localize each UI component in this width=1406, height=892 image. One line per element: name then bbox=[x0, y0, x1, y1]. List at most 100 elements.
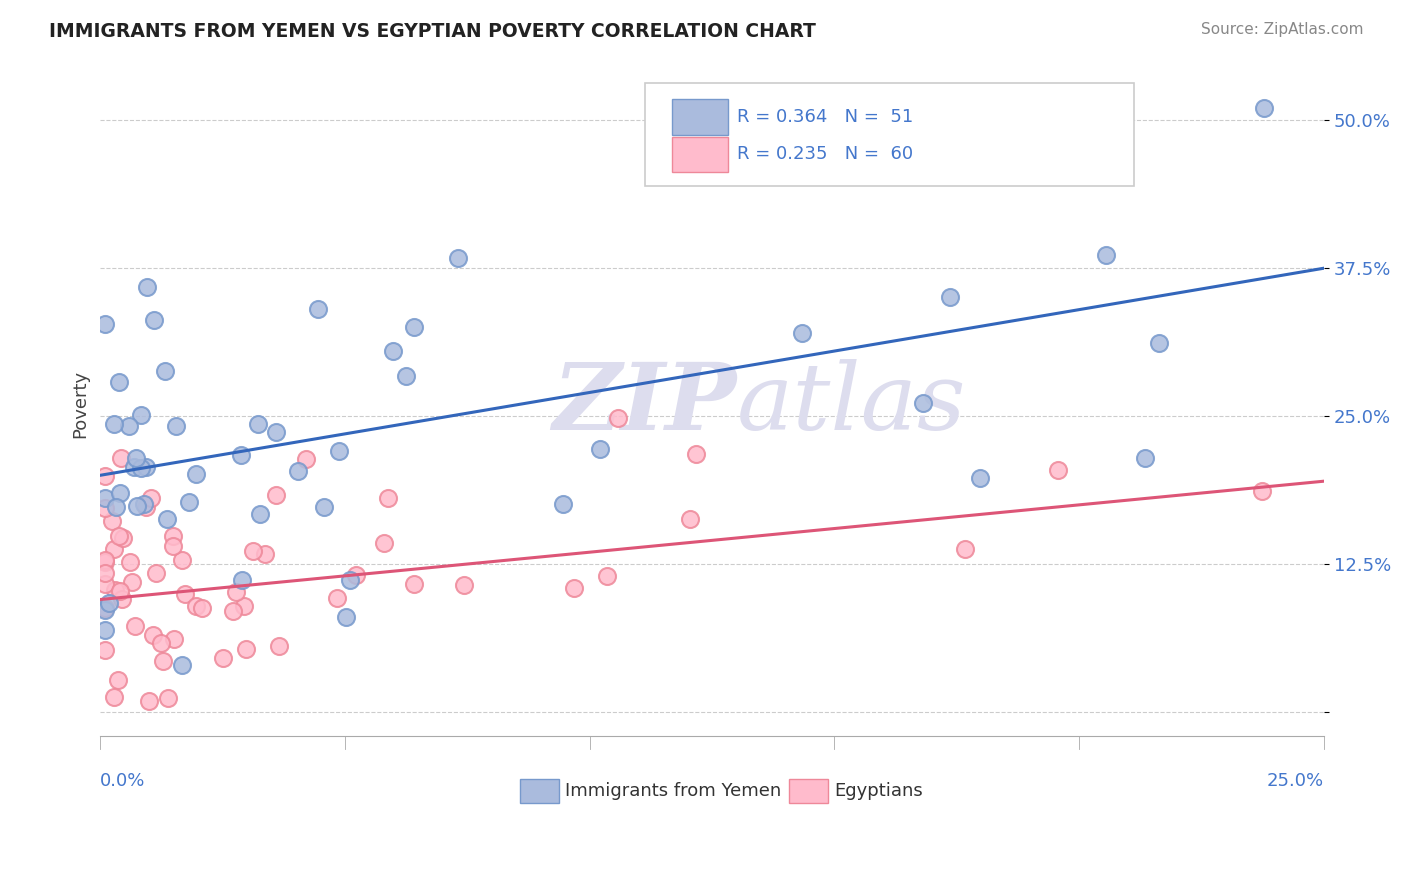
FancyBboxPatch shape bbox=[645, 83, 1135, 186]
Point bbox=[108, 584, 131, 599]
Point bbox=[792, 326, 814, 340]
Point bbox=[266, 488, 288, 502]
Point bbox=[125, 451, 148, 466]
Point bbox=[1135, 451, 1157, 466]
Point bbox=[395, 369, 418, 384]
Point bbox=[94, 318, 117, 332]
Point bbox=[287, 464, 309, 478]
Point bbox=[1251, 483, 1274, 498]
Point bbox=[373, 535, 395, 549]
Point bbox=[112, 531, 135, 545]
Point bbox=[104, 500, 127, 514]
Y-axis label: Poverty: Poverty bbox=[72, 370, 89, 438]
Point bbox=[94, 566, 117, 581]
Point bbox=[211, 651, 233, 665]
Text: IMMIGRANTS FROM YEMEN VS EGYPTIAN POVERTY CORRELATION CHART: IMMIGRANTS FROM YEMEN VS EGYPTIAN POVERT… bbox=[49, 22, 815, 41]
Point bbox=[94, 576, 117, 591]
Point bbox=[1095, 248, 1118, 262]
Point bbox=[685, 447, 707, 461]
Text: 0.0%: 0.0% bbox=[100, 772, 146, 790]
Point bbox=[132, 497, 155, 511]
Point bbox=[135, 500, 157, 515]
Point bbox=[295, 452, 318, 467]
FancyBboxPatch shape bbox=[672, 100, 728, 135]
Point bbox=[162, 529, 184, 543]
Point bbox=[117, 418, 139, 433]
Text: ZIP: ZIP bbox=[553, 359, 737, 450]
Point bbox=[339, 573, 361, 587]
Point bbox=[1147, 335, 1170, 350]
Point bbox=[136, 280, 159, 294]
Point bbox=[163, 632, 186, 646]
Point bbox=[1046, 463, 1069, 477]
Point bbox=[402, 320, 425, 334]
Point bbox=[110, 450, 132, 465]
Point bbox=[172, 552, 194, 566]
Point bbox=[596, 568, 619, 582]
Point bbox=[222, 604, 245, 618]
Point bbox=[156, 512, 179, 526]
Point bbox=[104, 582, 127, 597]
Point bbox=[162, 539, 184, 553]
Point bbox=[124, 618, 146, 632]
Point bbox=[94, 468, 117, 483]
Point bbox=[135, 460, 157, 475]
Point bbox=[307, 301, 329, 316]
Point bbox=[107, 375, 129, 389]
Point bbox=[1253, 102, 1275, 116]
Point bbox=[231, 574, 253, 588]
Point bbox=[94, 623, 117, 637]
Point bbox=[155, 364, 177, 378]
Point bbox=[174, 587, 197, 601]
Point bbox=[103, 417, 125, 431]
Point bbox=[110, 486, 132, 500]
Text: R = 0.235   N =  60: R = 0.235 N = 60 bbox=[737, 145, 912, 163]
Point bbox=[235, 642, 257, 657]
Point bbox=[139, 491, 162, 506]
Point bbox=[129, 461, 152, 475]
Text: R = 0.364   N =  51: R = 0.364 N = 51 bbox=[737, 108, 912, 127]
Text: Source: ZipAtlas.com: Source: ZipAtlas.com bbox=[1201, 22, 1364, 37]
Point bbox=[101, 514, 124, 528]
Point bbox=[269, 639, 291, 653]
Point bbox=[553, 497, 575, 511]
Point bbox=[402, 577, 425, 591]
Point bbox=[94, 601, 117, 615]
Point bbox=[122, 459, 145, 474]
Point bbox=[143, 312, 166, 326]
Point bbox=[94, 556, 117, 570]
Point bbox=[314, 500, 336, 515]
Point bbox=[377, 491, 399, 505]
Point bbox=[453, 578, 475, 592]
FancyBboxPatch shape bbox=[789, 779, 828, 803]
Point bbox=[103, 690, 125, 704]
Point bbox=[138, 694, 160, 708]
Point bbox=[446, 251, 468, 265]
Point bbox=[382, 344, 405, 359]
Point bbox=[912, 396, 935, 410]
Point bbox=[118, 555, 141, 569]
Point bbox=[170, 657, 193, 672]
Point bbox=[233, 599, 256, 614]
Point bbox=[953, 542, 976, 557]
Point bbox=[165, 419, 187, 434]
Point bbox=[129, 408, 152, 422]
Text: 25.0%: 25.0% bbox=[1267, 772, 1324, 790]
Point bbox=[94, 603, 117, 617]
Point bbox=[108, 529, 131, 543]
Point bbox=[678, 512, 700, 526]
Point bbox=[103, 542, 125, 557]
Text: Egyptians: Egyptians bbox=[835, 781, 924, 799]
Text: Immigrants from Yemen: Immigrants from Yemen bbox=[565, 781, 782, 799]
Point bbox=[184, 467, 207, 482]
Point bbox=[231, 449, 253, 463]
Point bbox=[152, 655, 174, 669]
FancyBboxPatch shape bbox=[672, 137, 728, 172]
Point bbox=[945, 153, 967, 168]
Point bbox=[225, 584, 247, 599]
Point bbox=[328, 443, 350, 458]
Point bbox=[335, 610, 357, 624]
Point bbox=[939, 290, 962, 304]
Point bbox=[94, 552, 117, 566]
Point bbox=[145, 566, 167, 581]
